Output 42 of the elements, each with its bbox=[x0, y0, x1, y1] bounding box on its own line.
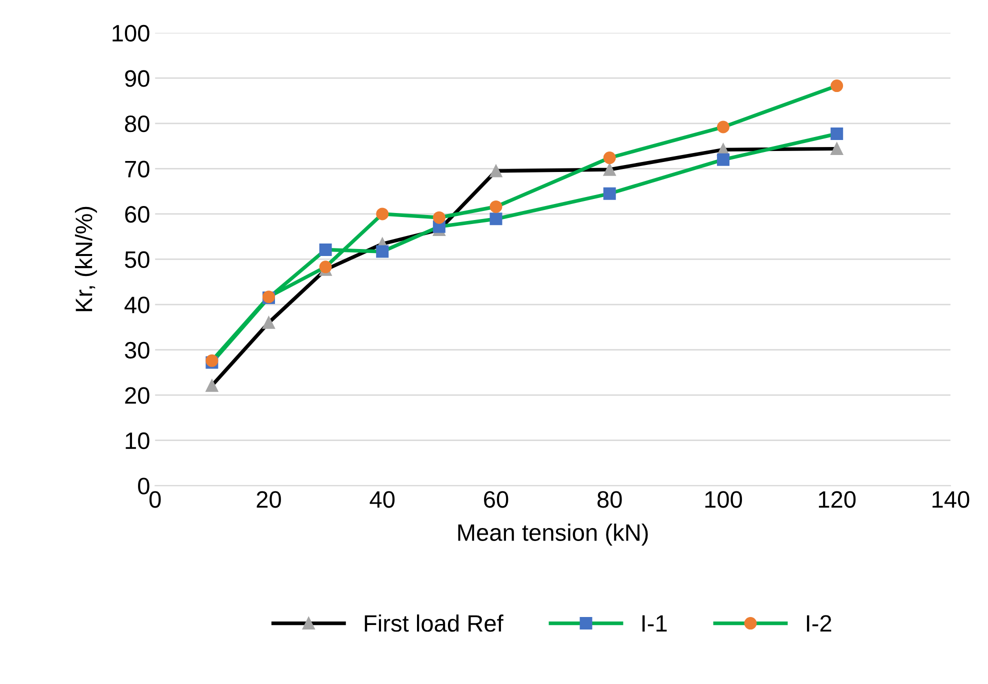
y-tick-label: 60 bbox=[125, 206, 150, 223]
x-tick-label: 60 bbox=[484, 491, 508, 508]
y-tick-label: 90 bbox=[125, 70, 150, 87]
y-tick-label: 100 bbox=[112, 24, 150, 42]
point bbox=[490, 164, 502, 178]
x-tick-label: 140 bbox=[932, 491, 970, 508]
x-axis-title: Mean tension (kN) bbox=[458, 524, 648, 546]
y-tick-label: 70 bbox=[125, 160, 150, 178]
legend-label: First load Ref bbox=[364, 614, 504, 632]
point bbox=[319, 260, 332, 274]
point bbox=[490, 200, 502, 213]
point bbox=[262, 316, 275, 329]
point bbox=[716, 153, 730, 166]
point bbox=[376, 208, 389, 220]
point bbox=[432, 211, 446, 224]
y-tick-label: 40 bbox=[124, 296, 150, 314]
legend-label: I-2 bbox=[806, 615, 832, 632]
y-tick-label: 30 bbox=[124, 342, 150, 359]
x-tick-label: 120 bbox=[818, 491, 856, 508]
x-tick-label: 40 bbox=[370, 491, 395, 508]
y-tick-label: 50 bbox=[124, 251, 150, 268]
point bbox=[603, 163, 616, 176]
legend-label: I-1 bbox=[642, 615, 667, 632]
point bbox=[830, 80, 844, 92]
x-tick-label: 20 bbox=[256, 491, 281, 508]
y-tick-label: 0 bbox=[138, 478, 150, 494]
y-tick-label: 80 bbox=[125, 115, 150, 132]
point bbox=[830, 142, 844, 155]
point bbox=[319, 243, 332, 256]
point bbox=[716, 120, 730, 134]
y-tick-label: 10 bbox=[126, 432, 150, 450]
x-tick-label: 0 bbox=[149, 491, 161, 508]
y-tick-label: 20 bbox=[125, 387, 150, 404]
point bbox=[490, 212, 502, 226]
point bbox=[376, 245, 389, 258]
x-tick-label: 80 bbox=[597, 491, 622, 508]
point bbox=[603, 187, 616, 200]
x-tick-label: 100 bbox=[705, 491, 742, 508]
point bbox=[830, 128, 844, 140]
y-axis-title: Kr, (kN/%) bbox=[74, 206, 97, 312]
point bbox=[206, 379, 218, 392]
point bbox=[603, 152, 616, 164]
